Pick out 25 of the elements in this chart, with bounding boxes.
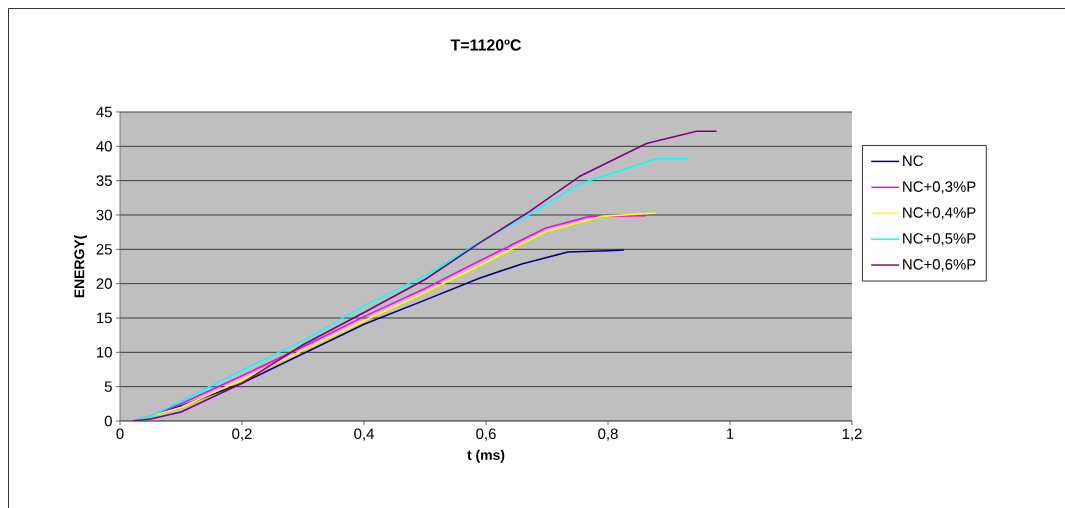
x-tick-label: 1,2: [842, 428, 862, 441]
y-tick-label: 30: [96, 209, 112, 221]
x-tick-label: 0,2: [232, 428, 252, 441]
y-tick-label: 40: [96, 141, 112, 152]
y-tick-label: 45: [96, 106, 112, 118]
y-tick-label: 0: [104, 415, 112, 427]
x-tick-label: 0,4: [354, 428, 374, 441]
y-tick-label: 10: [97, 347, 112, 358]
x-tick-label: 0,8: [598, 428, 618, 441]
y-tick-label: 35: [96, 175, 112, 186]
y-tick-label: 5: [104, 381, 112, 392]
x-axis-title: t (ms): [467, 449, 505, 463]
chart-title: T=1120ºC: [450, 39, 522, 51]
x-tick-label: 0,6: [476, 428, 496, 441]
legend-label: NC+0,6%P: [903, 259, 976, 272]
y-tick-label: 25: [96, 244, 112, 255]
legend-label: NC+0,3%P: [903, 181, 976, 194]
y-tick-label: 20: [96, 278, 112, 289]
x-tick-label: 0: [116, 428, 124, 440]
y-tick-label: 15: [97, 312, 112, 324]
legend-label: NC+0,4%P: [903, 207, 976, 220]
x-tick-label: 1: [727, 428, 734, 439]
legend-label: NC: [903, 155, 923, 167]
legend-label: NC+0,5%P: [903, 233, 976, 246]
y-axis-title: ENERGY(: [74, 234, 88, 298]
